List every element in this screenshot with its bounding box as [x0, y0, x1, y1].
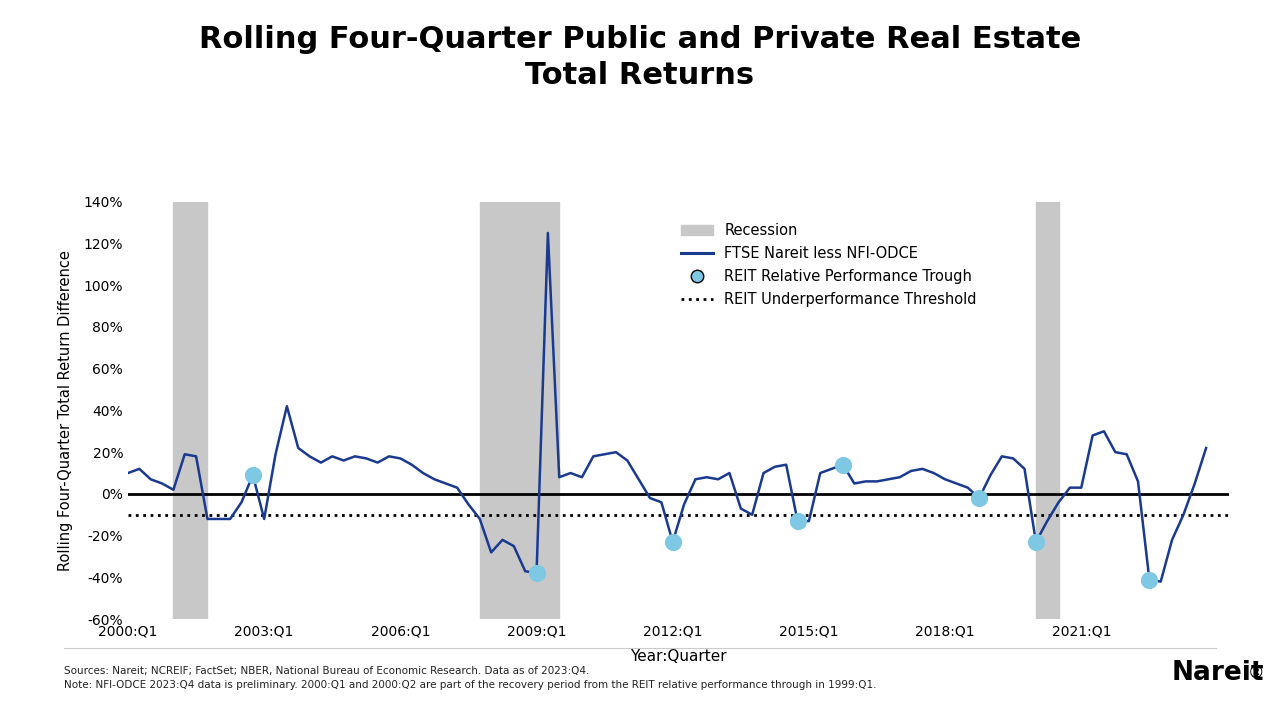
Point	[526, 567, 547, 579]
Point	[663, 536, 684, 548]
Bar	[173, 202, 207, 619]
Text: Note: NFI-ODCE 2023:Q4 data is preliminary. 2000:Q1 and 2000:Q2 are part of the : Note: NFI-ODCE 2023:Q4 data is prelimina…	[64, 680, 877, 690]
Text: Sources: Nareit; NCREIF; FactSet; NBER, National Bureau of Economic Research. Da: Sources: Nareit; NCREIF; FactSet; NBER, …	[64, 666, 589, 676]
Point	[1025, 536, 1046, 548]
Point	[243, 469, 264, 481]
Bar	[1036, 202, 1059, 619]
Bar	[480, 202, 559, 619]
Point	[969, 492, 989, 504]
X-axis label: Year:Quarter: Year:Quarter	[630, 649, 727, 664]
Point	[1139, 574, 1160, 585]
Legend: Recession, FTSE Nareit less NFI-ODCE, REIT Relative Performance Trough, REIT Und: Recession, FTSE Nareit less NFI-ODCE, RE…	[675, 217, 983, 313]
Point	[833, 459, 854, 470]
Point	[787, 516, 808, 527]
Text: Rolling Four-Quarter Public and Private Real Estate
Total Returns: Rolling Four-Quarter Public and Private …	[198, 25, 1082, 90]
Text: Nareit: Nareit	[1171, 660, 1263, 686]
Text: ®: ®	[1248, 664, 1265, 683]
Y-axis label: Rolling Four-Quarter Total Return Difference: Rolling Four-Quarter Total Return Differ…	[58, 250, 73, 571]
